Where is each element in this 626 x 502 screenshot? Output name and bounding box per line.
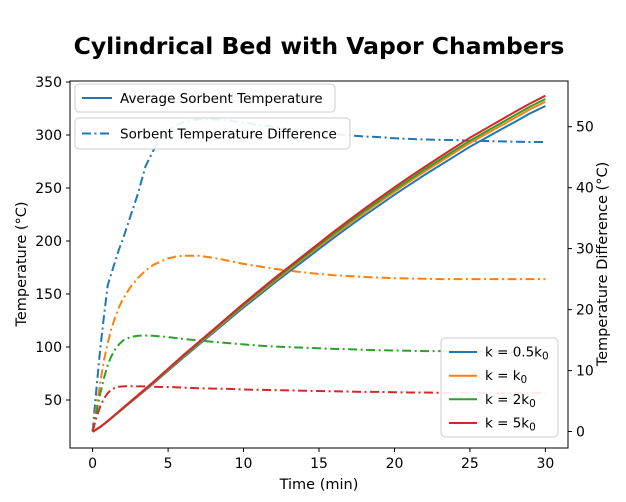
y-axis-right-ticks: 0 10 20 30 40 50 (568, 120, 594, 441)
x-tick-label: 5 (164, 456, 173, 472)
y-left-tick-label: 300 (35, 128, 62, 144)
legend-label: Sorbent Temperature Difference (120, 127, 337, 143)
series-avg-k5 (92, 94, 546, 433)
legend-k-values: k = 0.5k0 k = k0 k = 2k0 k = 5k0 (440, 337, 559, 438)
y-left-tick-label: 250 (35, 181, 62, 197)
legend-label-subscript: 0 (521, 374, 528, 386)
x-tick-label: 15 (310, 456, 328, 472)
y-axis-left-label: Temperature (°C) (14, 201, 30, 327)
y-right-tick-label: 30 (576, 242, 594, 258)
x-axis-label: Time (min) (279, 477, 359, 493)
legend-label-main: k = 5k (485, 416, 529, 432)
y-left-tick-label: 350 (35, 75, 62, 91)
series-diff-k1 (91, 254, 546, 432)
y-right-tick-label: 50 (576, 120, 594, 136)
legend-label-k1: k = k0 (485, 368, 527, 386)
legend-box (74, 117, 351, 150)
x-tick-label: 25 (461, 456, 479, 472)
x-axis-ticks: 0 5 10 15 20 25 30 (88, 448, 554, 472)
series-diff-k0p5 (91, 118, 546, 432)
y-right-tick-label: 20 (576, 303, 594, 319)
chart-title: Cylindrical Bed with Vapor Chambers (74, 32, 565, 60)
y-right-tick-label: 40 (576, 181, 594, 197)
legend-label-subscript: 0 (529, 422, 536, 434)
y-left-tick-label: 150 (35, 287, 62, 303)
x-tick-label: 30 (536, 456, 554, 472)
legend-label-main: k = 0.5k (485, 345, 542, 361)
legend-label-subscript: 0 (529, 398, 536, 410)
legend-box (74, 83, 336, 113)
y-right-tick-label: 0 (576, 425, 585, 441)
legend-box (440, 337, 559, 438)
legend-label-main: k = k (485, 368, 521, 384)
x-tick-label: 0 (88, 456, 97, 472)
y-axis-right-label: Temperature Difference (°C) (595, 162, 611, 368)
legend-label: Average Sorbent Temperature (120, 91, 323, 107)
legend-label-k5: k = 5k0 (485, 416, 536, 434)
legend-label-k0p5: k = 0.5k0 (485, 345, 549, 363)
legend-label-main: k = 2k (485, 392, 529, 408)
y-right-tick-label: 10 (576, 364, 594, 380)
x-tick-label: 20 (386, 456, 404, 472)
legend-average-temperature: Average Sorbent Temperature (74, 83, 336, 113)
y-left-tick-label: 200 (35, 234, 62, 250)
y-left-tick-label: 50 (44, 393, 62, 409)
x-tick-label: 10 (235, 456, 253, 472)
legend-temperature-difference: Sorbent Temperature Difference (74, 117, 351, 150)
legend-label-k2: k = 2k0 (485, 392, 536, 410)
legend-label-subscript: 0 (542, 351, 549, 363)
y-left-tick-label: 100 (35, 340, 62, 356)
y-axis-left-ticks: 50 100 150 200 250 300 350 (35, 75, 70, 409)
